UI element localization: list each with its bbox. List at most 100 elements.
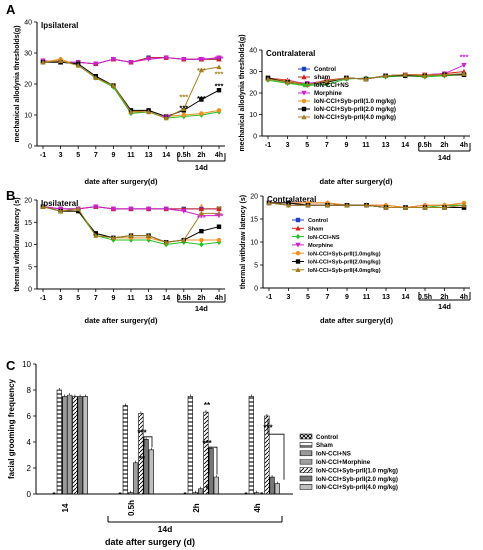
bar (148, 449, 154, 495)
data-point (58, 208, 64, 214)
data-point (110, 206, 116, 212)
bracket-label: 14d (158, 524, 173, 534)
bar (52, 492, 56, 494)
data-point (146, 109, 152, 115)
significance-label: *** (197, 213, 206, 222)
series-6 (40, 204, 222, 245)
x-tick-label: 2h (197, 295, 205, 302)
data-point (93, 75, 99, 80)
x-tick-label: 2h (197, 152, 205, 159)
y-tick-label: 10 (249, 112, 257, 119)
data-point (422, 204, 428, 210)
data-point (181, 112, 186, 118)
bar (203, 411, 209, 495)
y-tick-label: 20 (24, 198, 32, 205)
bar (260, 492, 263, 494)
bar (67, 394, 73, 495)
data-point (216, 55, 222, 61)
x-tick-label: 0.5h (177, 295, 191, 302)
y-tick-label: 20 (250, 194, 258, 201)
legend-marker (295, 233, 301, 240)
significance-label: *** (179, 103, 188, 112)
data-point (75, 206, 81, 212)
legend-label: Control (308, 218, 328, 224)
significance-label: *** (202, 439, 212, 448)
data-point (163, 115, 169, 121)
y-tick-label: 6 (27, 412, 32, 421)
data-point (181, 208, 187, 214)
legend-label: Control (314, 66, 336, 73)
legend-label: IoN-CCI+NS (308, 235, 340, 241)
data-point (181, 57, 187, 62)
chart-title: Contralateral (266, 49, 315, 58)
data-point (110, 82, 116, 88)
y-tick-label: 2 (27, 464, 32, 473)
legend-marker (301, 106, 307, 112)
legend-swatch (299, 475, 313, 482)
data-point (181, 237, 187, 243)
legend-item: Control (299, 433, 338, 441)
bar (269, 476, 275, 495)
data-point (216, 237, 222, 243)
legend-label: IoN-CCI+Morphine (316, 459, 371, 466)
y-tick-label: 30 (24, 51, 32, 58)
x-axis-label: date after surgery (d) (105, 537, 195, 547)
data-point (363, 202, 370, 208)
y-tick-label: 10 (22, 360, 31, 369)
bar (82, 396, 88, 495)
legend-marker (301, 98, 307, 104)
y-tick-label: 10 (250, 240, 258, 247)
bar (56, 389, 62, 495)
data-point (199, 228, 204, 234)
x-tick-label: 13 (382, 294, 390, 301)
data-point (58, 58, 64, 63)
x-tick-label: 7 (94, 295, 98, 302)
chart-title: Ipsilateral (41, 21, 78, 30)
legend-item: Sham (299, 442, 333, 449)
legend-marker (295, 225, 301, 231)
bar-chart: 0 2 4 6 8 10 facial grooming frequency 14 0.5h 2h… (7, 360, 398, 547)
bar (183, 492, 187, 494)
significance-label: * (200, 202, 203, 211)
data-point (441, 72, 447, 77)
data-point (146, 57, 152, 62)
x-tick-label: -1 (40, 152, 46, 159)
x-tick-label: -1 (266, 294, 272, 301)
line-chart-0: 0 10 20 30 40 -1 3 5 7 9 11 13 14 0.5h 2h 4h 14d date aft… (14, 20, 226, 186)
x-tick-label: 5 (305, 142, 309, 149)
bar (208, 448, 214, 495)
legend-marker (295, 259, 301, 264)
y-tick-label: 10 (24, 113, 32, 120)
x-tick-label: 11 (127, 152, 135, 159)
significance-label: *** (215, 54, 224, 63)
data-point (146, 206, 152, 212)
x-tick-label: 5 (76, 295, 80, 302)
legend-label: IoN-CCI+Syb-prII(4.0 mg/kg) (314, 114, 396, 121)
bar (133, 462, 139, 495)
data-point (93, 204, 99, 210)
legend-label: Sham (316, 442, 333, 449)
data-point (40, 59, 46, 65)
x-tick-label: 2h (440, 294, 448, 301)
x-tick-label: 14 (162, 295, 170, 302)
legend-item: IoN-CCI+Syb-prII(2.0mg/kg) (292, 259, 381, 266)
data-point (198, 210, 204, 216)
legend-marker (301, 66, 307, 72)
data-point (110, 235, 116, 241)
data-point (163, 55, 169, 61)
data-point (199, 241, 204, 248)
y-tick-label: 40 (249, 48, 257, 55)
data-point (216, 206, 222, 212)
panel-label-c: C (6, 358, 16, 373)
x-tick-label: 11 (127, 295, 135, 302)
x-tick-label: 7 (94, 152, 98, 159)
series-6 (266, 200, 467, 210)
bar (72, 396, 78, 495)
bar (61, 396, 68, 495)
legend-marker (295, 242, 301, 248)
legend-item: IoN-CCI+Syb-prII(2.0 mg/kg) (299, 475, 398, 483)
x-tick-label: 11 (362, 142, 370, 149)
data-point (199, 97, 204, 102)
significance-label: ** (139, 455, 146, 464)
data-point (216, 64, 222, 70)
